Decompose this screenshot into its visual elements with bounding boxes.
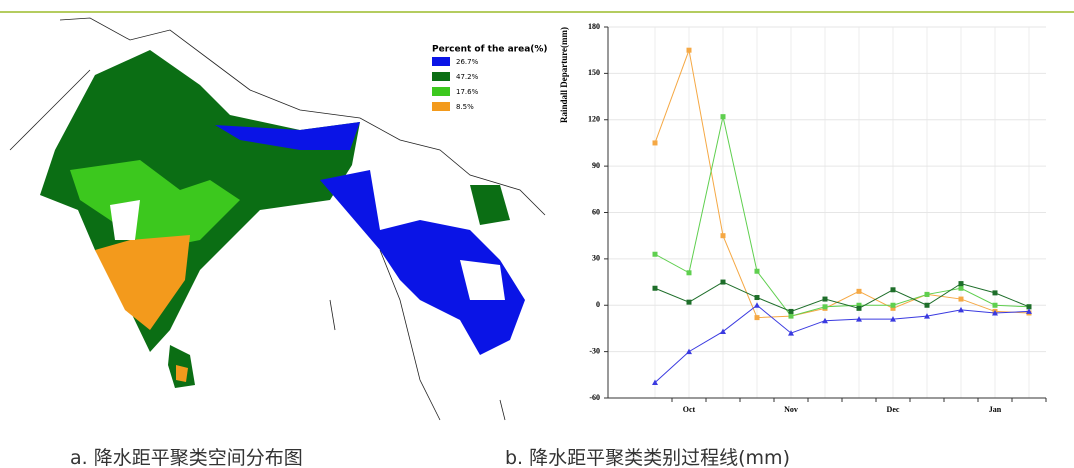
caption-a: a. 降水距平聚类空间分布图: [70, 447, 303, 468]
point: [890, 287, 896, 293]
point: [720, 328, 726, 335]
point: [652, 140, 658, 146]
point: [958, 281, 964, 287]
map-outlines: [9, 17, 546, 421]
legend-label: 26.7%: [456, 58, 479, 66]
point: [992, 302, 998, 308]
point: [686, 270, 692, 276]
point: [822, 296, 828, 302]
point: [856, 305, 862, 311]
point: [924, 313, 930, 319]
point: [686, 299, 692, 305]
y-tick-label: 0: [596, 300, 600, 309]
legend-label: 17.6%: [456, 88, 479, 96]
point: [652, 251, 658, 257]
point: [686, 348, 692, 355]
x-tick-label: Oct: [683, 405, 696, 414]
point: [720, 233, 726, 239]
point: [890, 316, 896, 322]
series-line: [654, 48, 1030, 319]
point: [958, 296, 964, 302]
y-tick-label: 30: [592, 254, 600, 263]
point: [754, 302, 760, 308]
point: [856, 316, 862, 322]
point: [720, 114, 726, 120]
series-line: [654, 281, 1030, 312]
series-line: [654, 116, 1030, 317]
point: [822, 317, 828, 324]
point: [958, 285, 964, 291]
point: [992, 290, 998, 296]
legend-swatch: [432, 87, 450, 96]
legend-swatch: [432, 102, 450, 111]
point: [958, 306, 964, 313]
point: [822, 304, 828, 310]
point: [788, 308, 794, 314]
point: [1026, 304, 1032, 310]
legend-swatch: [432, 57, 450, 66]
legend-swatch: [432, 72, 450, 81]
x-tick-label: Dec: [887, 405, 900, 414]
point: [754, 268, 760, 274]
y-tick-label: 150: [588, 68, 600, 77]
point: [788, 313, 794, 319]
y-tick-label: 180: [588, 22, 600, 31]
y-tick-label: -30: [589, 346, 600, 355]
point: [652, 379, 658, 386]
point: [924, 291, 930, 297]
chart: Raindall Departure(mm) -60 -30 0 30 60 90 120 1…: [550, 11, 1074, 414]
y-axis-label: Raindall Departure(mm): [559, 27, 569, 123]
point: [652, 285, 658, 291]
point: [686, 47, 692, 53]
point: [856, 302, 862, 308]
y-tick-label: 60: [592, 207, 600, 216]
point: [1026, 308, 1032, 314]
legend-label: 8.5%: [456, 103, 474, 111]
y-tick-label: 120: [588, 115, 600, 124]
map-legend-title: Percent of the area(%): [432, 45, 548, 55]
point: [992, 309, 998, 316]
point: [890, 302, 896, 308]
point: [754, 315, 760, 321]
caption-b: b. 降水距平聚类类别过程线(mm): [505, 447, 790, 468]
point: [754, 295, 760, 301]
point: [924, 302, 930, 308]
x-tick-label: Nov: [784, 405, 798, 414]
series-line: [654, 304, 1030, 383]
point: [788, 330, 794, 336]
x-tick-label: Jan: [989, 405, 1002, 414]
legend-label: 47.2%: [456, 73, 479, 81]
point: [720, 279, 726, 285]
point: [856, 288, 862, 294]
point: [890, 305, 896, 311]
map-regions: [40, 50, 525, 388]
map-panel: Percent of the area(%) 26.7% 47.2% 17.6% 8.…: [0, 11, 550, 421]
y-tick-label: -60: [589, 393, 600, 402]
y-tick-label: 90: [592, 161, 600, 170]
